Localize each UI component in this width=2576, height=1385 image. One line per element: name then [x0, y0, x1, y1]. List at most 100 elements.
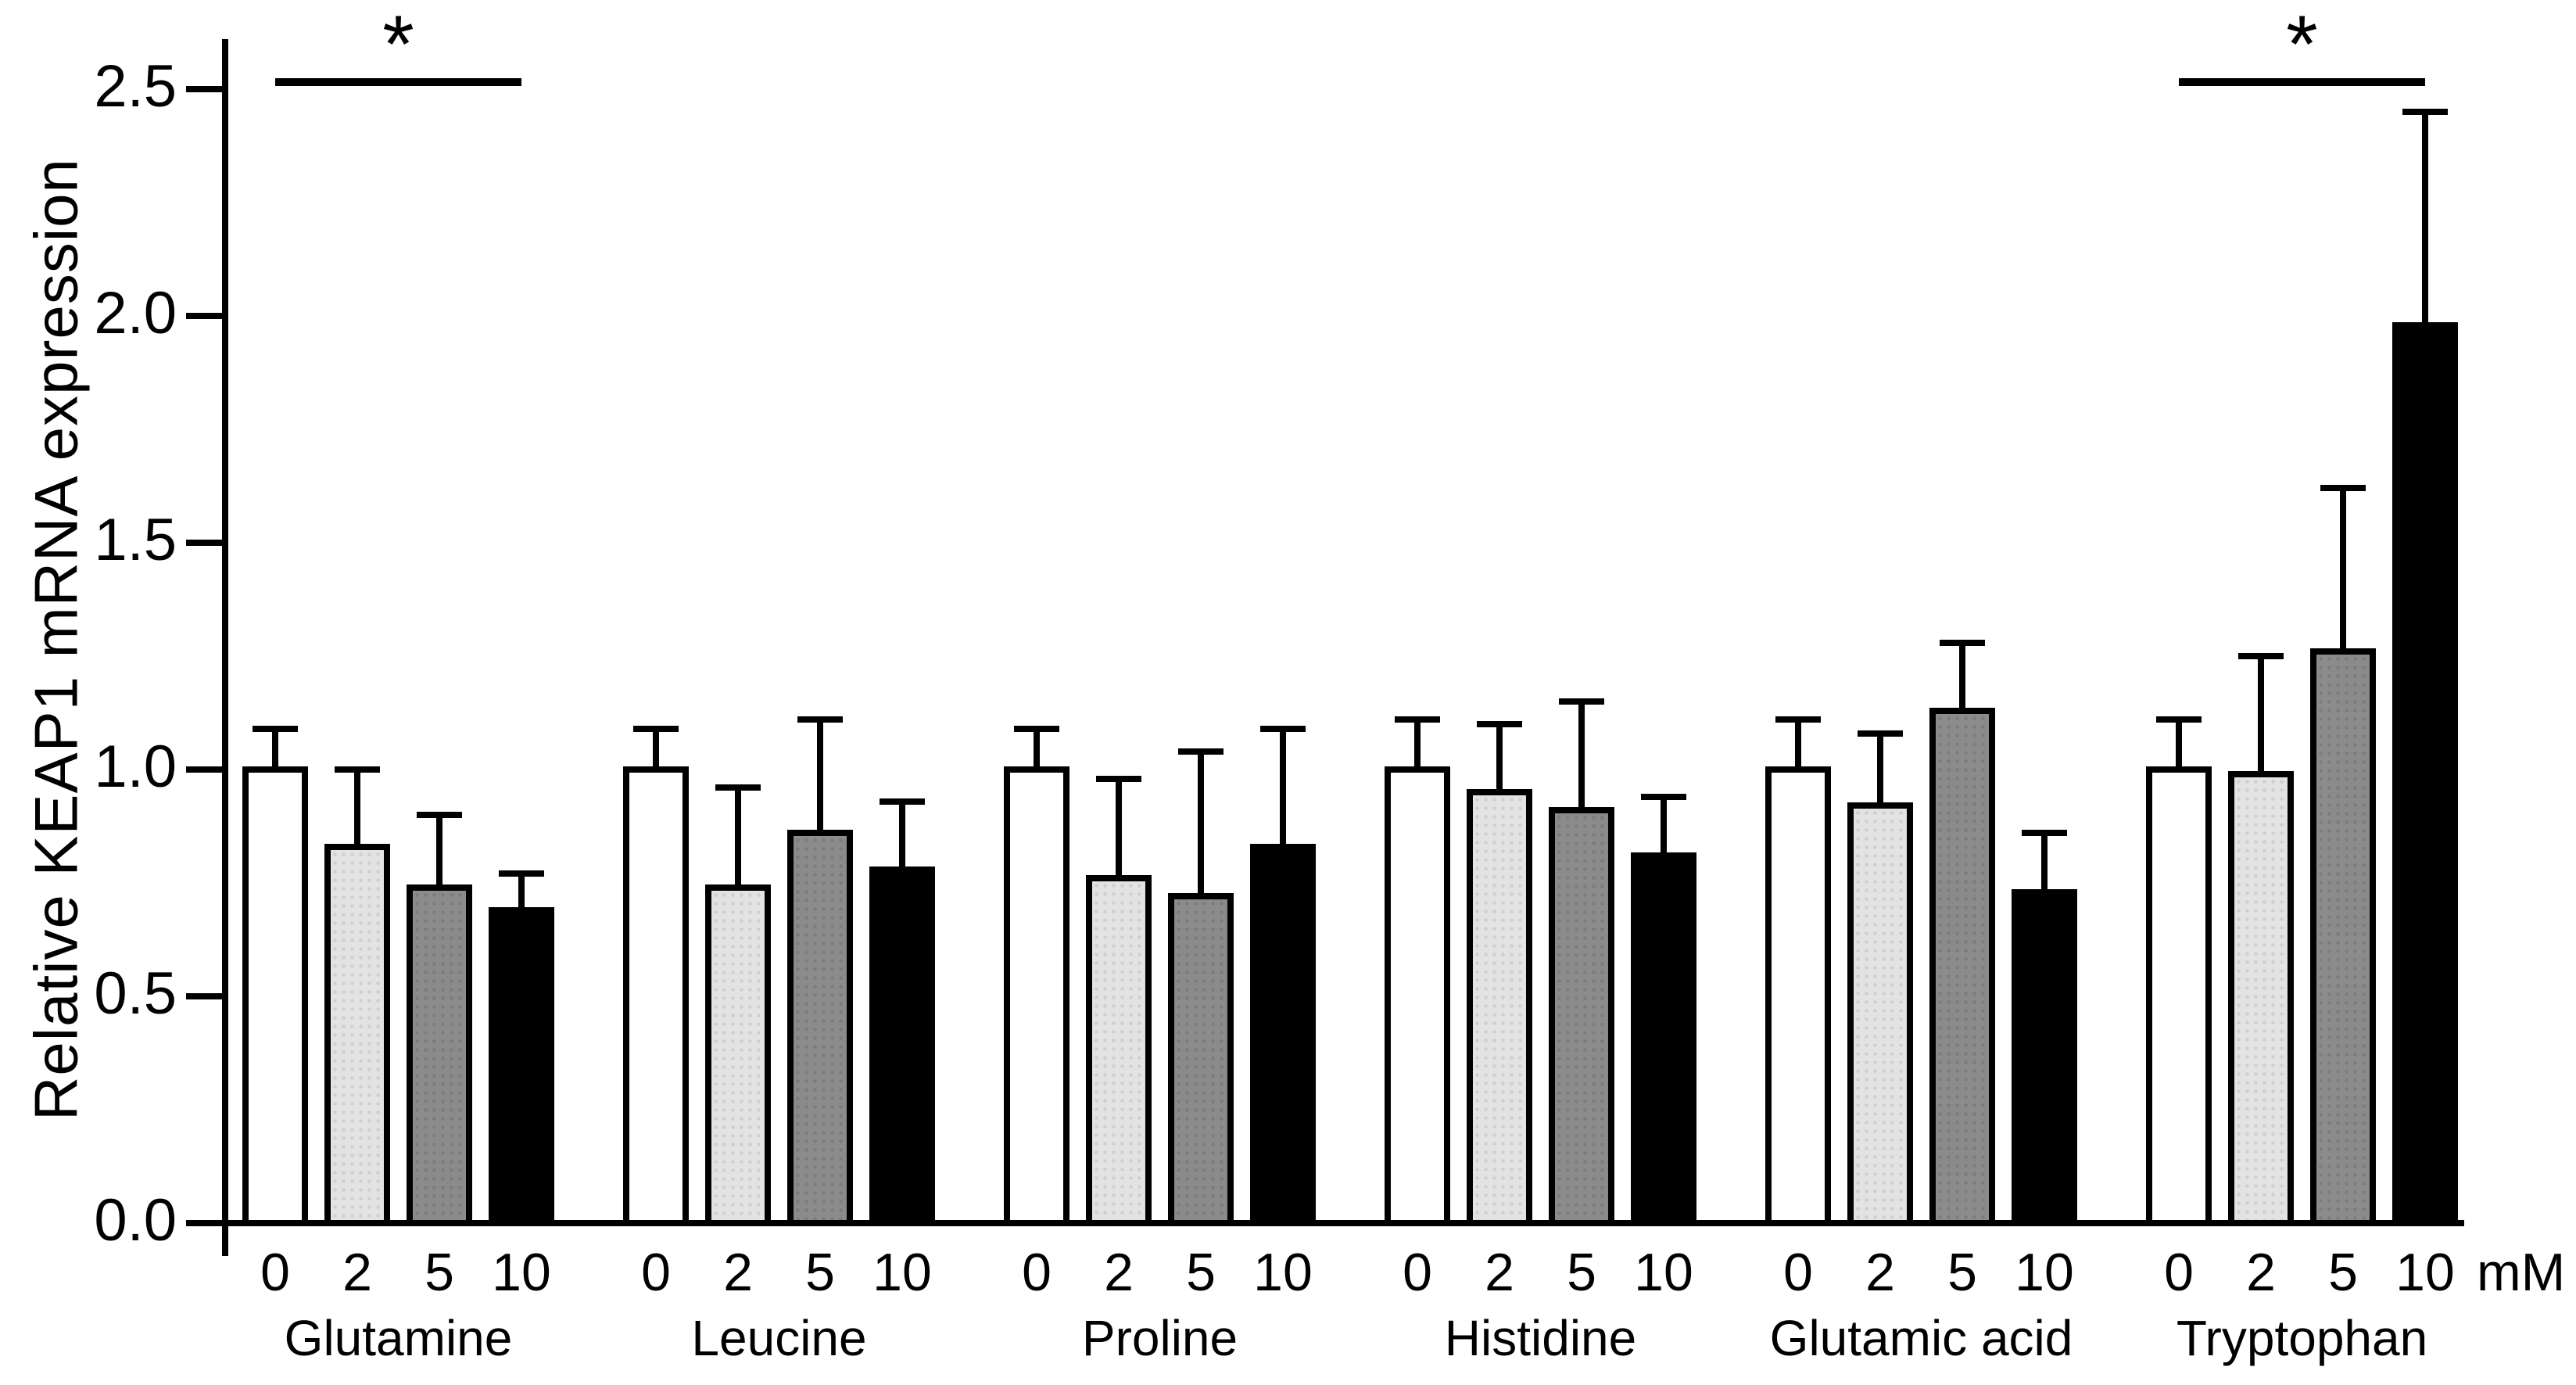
y-tick-label: 0.5	[94, 960, 177, 1028]
y-tick	[186, 1220, 222, 1226]
group-label-histidine: Histidine	[1444, 1310, 1637, 1366]
y-tick-label: 0.0	[94, 1187, 177, 1254]
dose-unit-label: mM	[2477, 1243, 2566, 1302]
significance-line	[2179, 78, 2425, 86]
error-bar-cap	[1260, 725, 1306, 732]
bar-glutamic-acid-5mm	[1929, 707, 1995, 1226]
bar-proline-0mm	[1004, 766, 1069, 1226]
error-bar-stem	[735, 788, 741, 891]
dose-label: 2	[2246, 1243, 2276, 1302]
dose-label: 5	[1186, 1243, 1216, 1302]
bar-glutamine-10mm	[489, 906, 554, 1226]
bar-histidine-10mm	[1631, 852, 1696, 1226]
dose-label: 10	[492, 1243, 551, 1302]
bar-tryptophan-10mm	[2392, 321, 2458, 1226]
bar-tryptophan-2mm	[2228, 770, 2294, 1226]
error-bar-stem	[1116, 778, 1122, 882]
error-bar-stem	[899, 801, 905, 873]
error-bar-stem	[817, 719, 823, 837]
significance-asterisk: *	[382, 0, 414, 90]
dose-label: 0	[641, 1243, 671, 1302]
dose-label: 2	[342, 1243, 372, 1302]
dose-label: 10	[872, 1243, 932, 1302]
dose-label: 0	[1403, 1243, 1432, 1302]
y-tick-label: 1.0	[94, 734, 177, 801]
dose-label: 10	[1634, 1243, 1693, 1302]
bar-proline-10mm	[1250, 843, 1316, 1226]
error-bar-stem	[1198, 751, 1204, 900]
bar-tryptophan-0mm	[2146, 766, 2212, 1226]
error-bar-stem	[1795, 719, 1801, 773]
error-bar-cap	[1940, 639, 1985, 646]
bar-leucine-5mm	[787, 830, 853, 1226]
group-label-proline: Proline	[1081, 1310, 1238, 1366]
error-bar-cap	[797, 716, 843, 723]
bar-leucine-0mm	[623, 766, 689, 1226]
error-bar-cap	[715, 784, 761, 791]
bar-glutamic-acid-2mm	[1847, 802, 1913, 1226]
bar-glutamine-2mm	[324, 843, 390, 1226]
error-bar-stem	[2422, 112, 2428, 328]
group-label-glutamic-acid: Glutamic acid	[1769, 1310, 2073, 1366]
error-bar-stem	[436, 815, 442, 891]
error-bar-cap	[499, 870, 544, 877]
error-bar-cap	[253, 725, 298, 732]
dose-label: 5	[425, 1243, 454, 1302]
bar-histidine-2mm	[1467, 789, 1532, 1226]
y-tick	[186, 993, 222, 999]
dose-label: 2	[1104, 1243, 1134, 1302]
bar-proline-5mm	[1168, 893, 1234, 1226]
bar-histidine-5mm	[1549, 807, 1614, 1226]
bar-tryptophan-5mm	[2310, 648, 2376, 1226]
y-tick	[186, 313, 222, 319]
error-bar-stem	[1877, 733, 1883, 809]
dose-label: 5	[1947, 1243, 1977, 1302]
bar-leucine-10mm	[869, 866, 935, 1226]
bar-glutamine-0mm	[242, 766, 308, 1226]
error-bar-stem	[2340, 488, 2346, 655]
dose-label: 2	[1865, 1243, 1895, 1302]
error-bar-cap	[1395, 716, 1440, 723]
error-bar-stem	[1496, 724, 1503, 795]
dose-label: 5	[2328, 1243, 2358, 1302]
error-bar-stem	[2176, 719, 2182, 773]
significance-line	[275, 78, 521, 86]
error-bar-cap	[1014, 725, 1059, 732]
error-bar-cap	[880, 798, 925, 805]
bar-glutamine-5mm	[407, 884, 472, 1226]
bar-glutamic-acid-0mm	[1765, 766, 1831, 1226]
error-bar-cap	[2238, 653, 2284, 659]
error-bar-cap	[2156, 716, 2202, 723]
error-bar-stem	[1414, 719, 1421, 773]
error-bar-cap	[633, 725, 679, 732]
error-bar-stem	[354, 770, 360, 850]
bar-leucine-2mm	[705, 884, 771, 1226]
dose-label: 2	[1485, 1243, 1514, 1302]
significance-asterisk: *	[2286, 0, 2318, 90]
y-tick-label: 1.5	[94, 507, 177, 574]
error-bar-stem	[2258, 656, 2264, 777]
error-bar-cap	[1858, 730, 1903, 737]
y-tick	[186, 766, 222, 773]
group-label-glutamine: Glutamine	[284, 1310, 513, 1366]
bar-proline-2mm	[1086, 875, 1152, 1226]
y-axis-line	[222, 39, 228, 1256]
error-bar-stem	[272, 728, 278, 773]
dose-label: 10	[2015, 1243, 2074, 1302]
error-bar-stem	[1578, 701, 1585, 814]
error-bar-stem	[1661, 796, 1667, 859]
dose-label: 0	[2164, 1243, 2194, 1302]
error-bar-cap	[1559, 698, 1604, 705]
dose-label: 5	[1567, 1243, 1596, 1302]
dose-label: 5	[805, 1243, 835, 1302]
error-bar-cap	[1178, 748, 1224, 755]
error-bar-stem	[518, 874, 525, 913]
y-tick-label: 2.5	[94, 53, 177, 120]
error-bar-cap	[335, 766, 380, 773]
error-bar-stem	[2041, 833, 2048, 895]
error-bar-cap	[2402, 109, 2448, 115]
error-bar-cap	[417, 812, 462, 818]
dose-label: 0	[1022, 1243, 1052, 1302]
error-bar-cap	[1775, 716, 1821, 723]
